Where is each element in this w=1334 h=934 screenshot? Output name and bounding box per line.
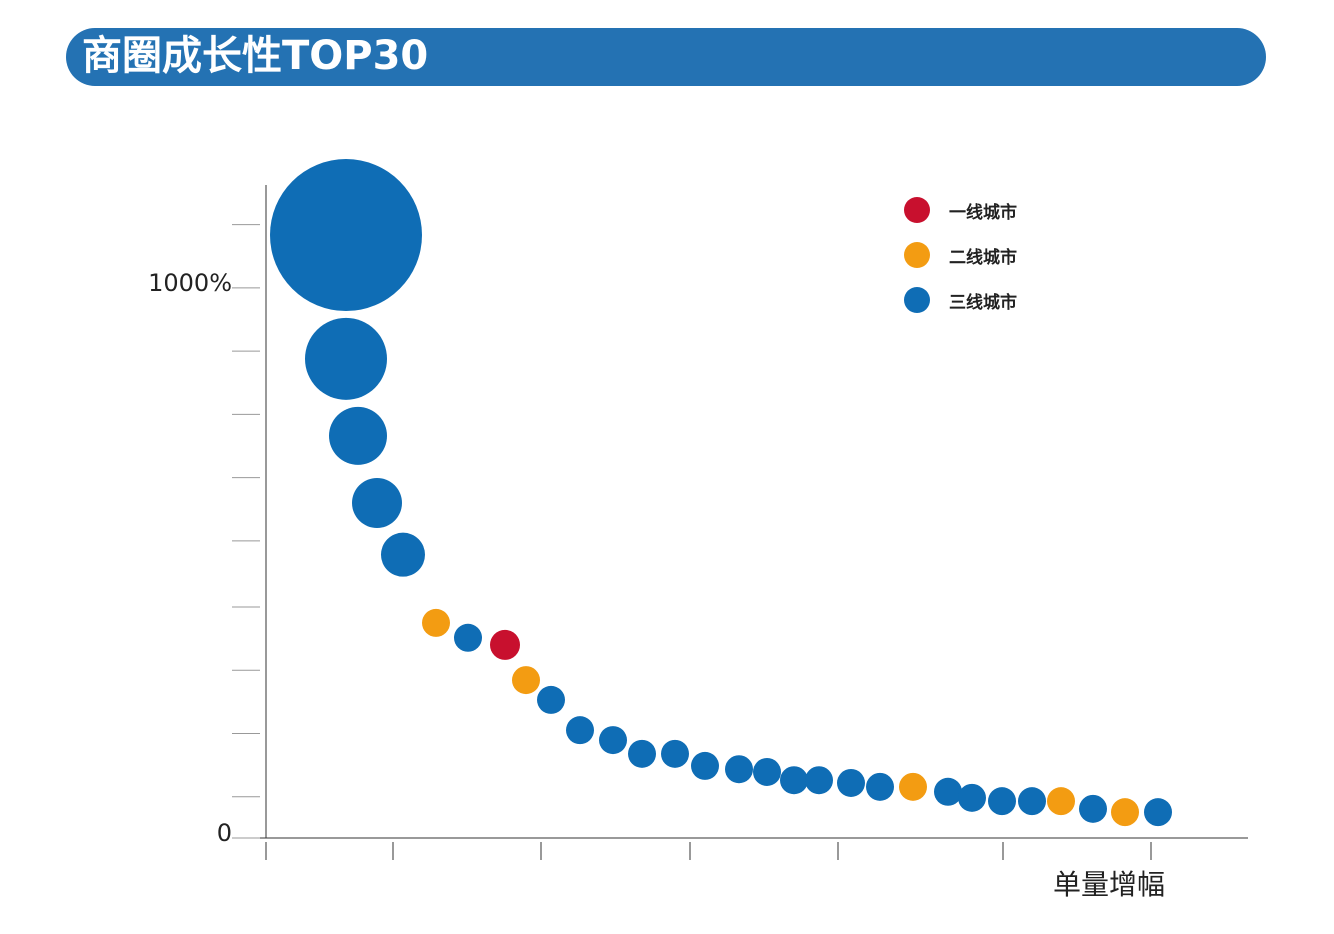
bubble	[490, 629, 520, 660]
bubble	[725, 755, 753, 784]
legend-swatch	[904, 287, 930, 313]
bubble	[599, 726, 627, 755]
bubble	[805, 766, 833, 795]
bubble	[381, 532, 425, 577]
bubble	[1079, 794, 1107, 823]
bubble	[934, 777, 962, 806]
bubble	[899, 772, 927, 801]
bubble	[566, 716, 594, 745]
legend-label: 一线城市	[949, 202, 1017, 223]
bubble	[454, 623, 482, 652]
bubble	[352, 477, 402, 528]
y-tick-label: 1000%	[148, 269, 232, 297]
bubble	[988, 787, 1016, 816]
chart-title: 商圈成长性TOP30	[82, 33, 428, 79]
bubble	[780, 766, 808, 795]
bubble	[837, 768, 865, 797]
bubble	[1018, 787, 1046, 816]
bubble	[270, 159, 422, 312]
bubble	[1047, 787, 1075, 816]
legend-swatch	[904, 197, 930, 223]
bubble	[866, 772, 894, 801]
bubble	[512, 666, 540, 695]
bubble	[537, 685, 565, 714]
legend-label: 二线城市	[949, 247, 1017, 268]
x-axis-label: 单量增幅	[1053, 868, 1165, 901]
bubble	[661, 739, 689, 768]
title-bar	[66, 28, 1266, 86]
bubble	[1144, 798, 1172, 827]
legend-label: 三线城市	[949, 292, 1017, 313]
bubble	[958, 783, 986, 812]
y-tick-label: 0	[217, 819, 232, 847]
bubble	[691, 751, 719, 780]
bubble	[305, 317, 387, 400]
bubble	[422, 608, 450, 637]
bubble	[329, 406, 387, 465]
bubble	[753, 757, 781, 786]
bubble	[628, 739, 656, 768]
bubble	[1111, 798, 1139, 827]
legend-swatch	[904, 242, 930, 268]
